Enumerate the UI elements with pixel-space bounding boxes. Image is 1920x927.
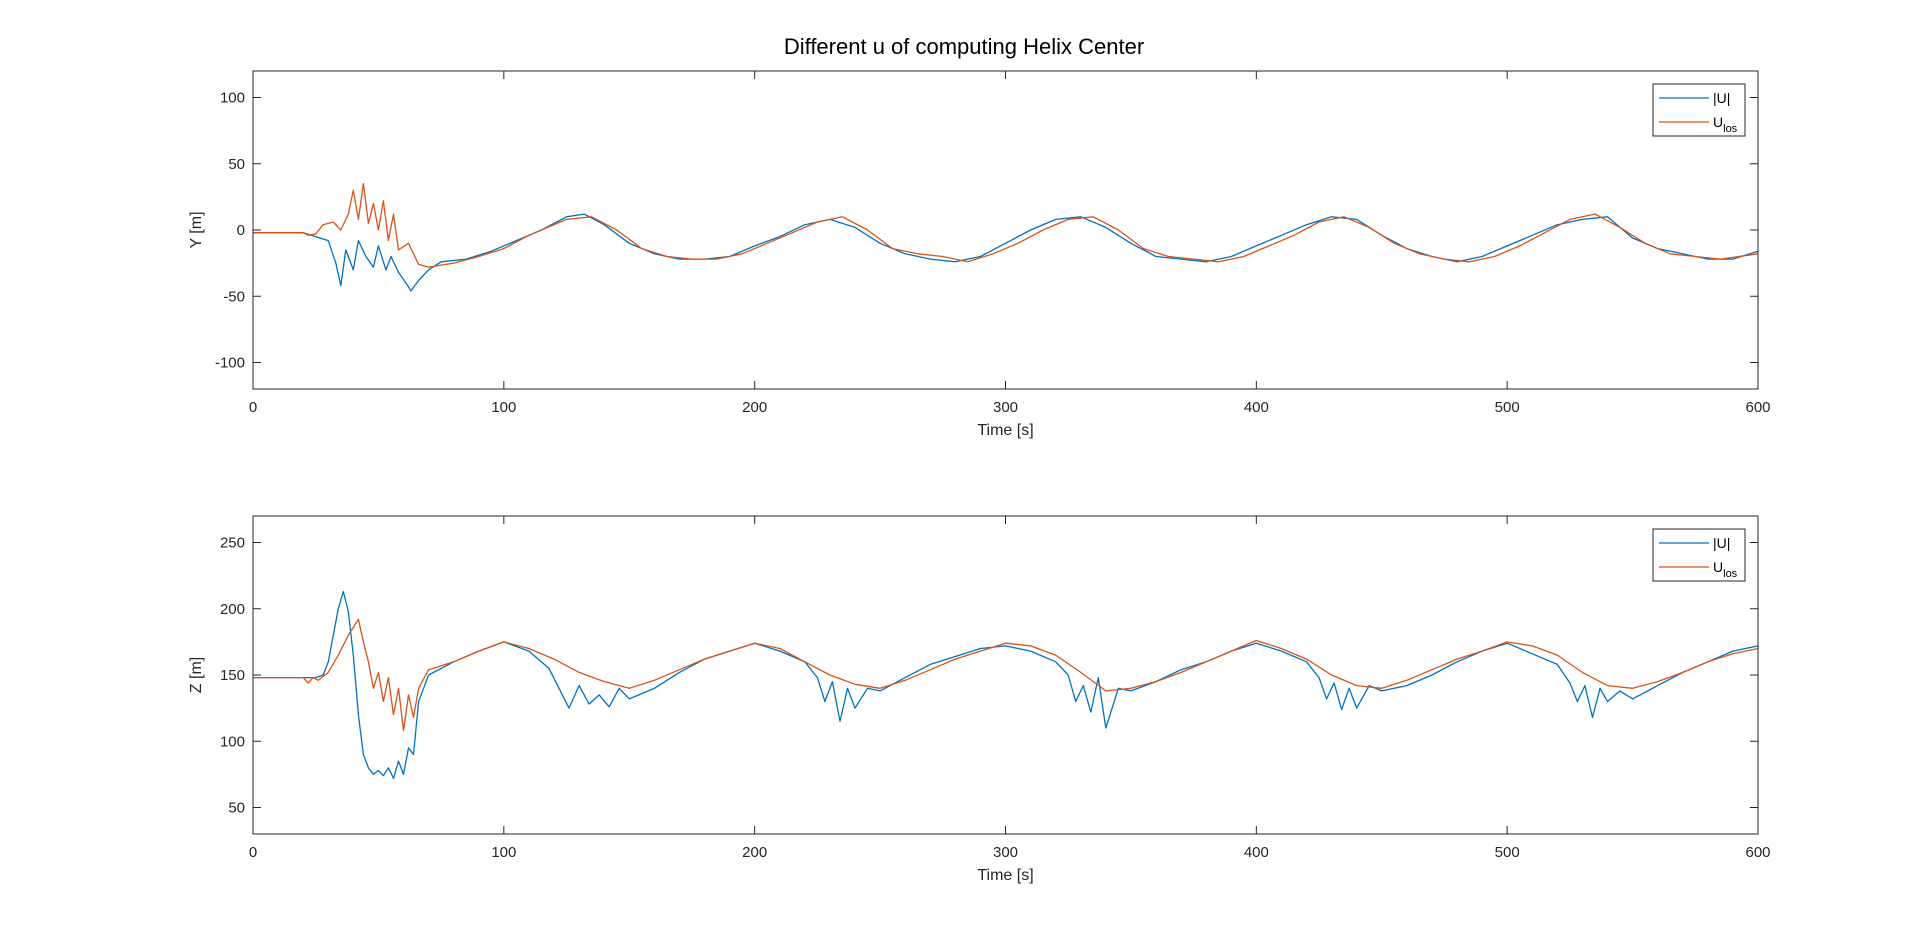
- plot-area: [253, 516, 1758, 834]
- x-tick-label: 0: [249, 844, 257, 861]
- y-tick-label: -100: [215, 355, 245, 372]
- x-tick-label: 100: [491, 399, 516, 416]
- legend-label-main: |U|: [1713, 535, 1730, 551]
- y-tick-label: 50: [228, 800, 245, 817]
- x-tick-label: 100: [491, 844, 516, 861]
- legend-label-main: U: [1713, 559, 1723, 575]
- y-tick-label: 0: [237, 222, 245, 239]
- x-tick-label: 200: [742, 399, 767, 416]
- y-tick-label: 150: [220, 667, 245, 684]
- legend-label-main: |U|: [1713, 90, 1730, 106]
- y-axis-label: Z [m]: [188, 657, 205, 693]
- series-line-abs-u: [253, 590, 1759, 780]
- y-tick-label: 200: [220, 601, 245, 618]
- legend-label: |U|: [1713, 90, 1730, 106]
- legend-box: [1652, 528, 1746, 582]
- legend-label-subscript: los: [1723, 568, 1738, 580]
- x-tick-label: 400: [1244, 844, 1269, 861]
- legend-label: Ulos: [1713, 559, 1738, 580]
- x-tick-label: 200: [742, 844, 767, 861]
- legend-box: [1652, 83, 1746, 137]
- figure-title: Different u of computing Helix Center: [784, 34, 1144, 59]
- x-tick-label: 600: [1745, 844, 1770, 861]
- legend: |U| Ulos: [1652, 528, 1746, 582]
- x-tick-label: 300: [993, 399, 1018, 416]
- y-tick-label: 100: [220, 733, 245, 750]
- y-tick-label: -50: [223, 288, 245, 305]
- x-tick-label: 0: [249, 399, 257, 416]
- plot-area: [253, 71, 1758, 389]
- subplot-z-position: 0 100 200 300 400 500 600 50 100 150 200 250 Time [s…: [188, 515, 1771, 884]
- y-axis-label: Y [m]: [188, 211, 205, 248]
- x-tick-label: 300: [993, 844, 1018, 861]
- x-tick-label: 500: [1495, 844, 1520, 861]
- y-tick-label: 50: [228, 156, 245, 173]
- series-line-u-los: [253, 182, 1759, 268]
- legend-label: Ulos: [1713, 114, 1738, 135]
- series-line-u-los: [253, 618, 1759, 732]
- x-tick-label: 400: [1244, 399, 1269, 416]
- x-axis-label: Time [s]: [977, 867, 1033, 884]
- y-tick-label: 250: [220, 535, 245, 552]
- subplot-y-position: 0 100 200 300 400 500 600 -100 -50 0 50 100 Time [s]…: [188, 70, 1771, 439]
- x-axis-label: Time [s]: [977, 422, 1033, 439]
- y-tick-label: 100: [220, 90, 245, 107]
- legend-label-subscript: los: [1723, 123, 1738, 135]
- x-tick-label: 500: [1495, 399, 1520, 416]
- legend: |U| Ulos: [1652, 83, 1746, 137]
- legend-label: |U|: [1713, 535, 1730, 551]
- legend-label-main: U: [1713, 114, 1723, 130]
- x-tick-label: 600: [1745, 399, 1770, 416]
